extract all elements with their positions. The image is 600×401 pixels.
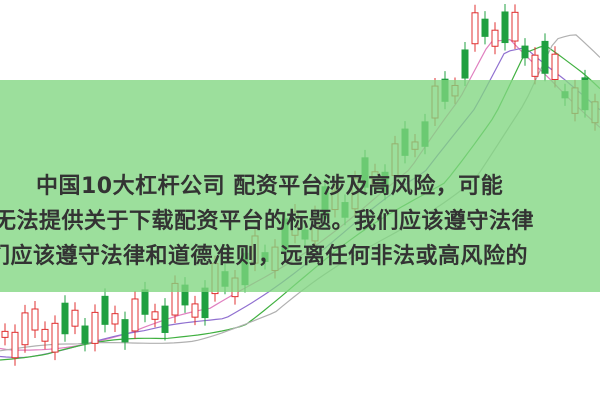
candle-body xyxy=(191,303,199,318)
candle-body xyxy=(101,295,109,325)
candle-body xyxy=(11,331,19,359)
candle-body xyxy=(141,289,149,315)
overlay-text: 无法提供关于下载配资平台的标题。我们应该遵守法律 xyxy=(0,209,535,234)
candle-body xyxy=(31,308,39,331)
candle-body xyxy=(551,53,559,80)
candle-body xyxy=(81,325,89,344)
candle-body xyxy=(61,302,69,335)
candle-body xyxy=(131,298,139,332)
candle-body xyxy=(91,311,99,344)
candle-body xyxy=(471,12,479,45)
overlay-text: 中国10大杠杆公司 配资平台涉及高风险，可能 xyxy=(36,174,504,199)
candle-body xyxy=(151,311,159,320)
candle-body xyxy=(201,287,209,319)
candle-body xyxy=(121,319,129,343)
candle-body xyxy=(21,312,29,346)
candle-body xyxy=(161,305,169,333)
candle-body xyxy=(461,49,469,79)
candle-body xyxy=(111,313,119,325)
candle-body xyxy=(71,309,79,327)
candle-body xyxy=(41,328,49,342)
candle-body xyxy=(541,40,549,74)
candle-body xyxy=(511,11,519,42)
overlay-band xyxy=(0,80,600,292)
candle-body xyxy=(491,29,499,47)
overlay-text: 们应该遵守法律和道德准则，远离任何非法或高风险的 xyxy=(0,244,529,269)
candle-body xyxy=(51,322,59,353)
candle-body xyxy=(501,11,509,44)
candle-body xyxy=(531,54,539,77)
candle-body xyxy=(481,18,489,37)
candle-body xyxy=(521,45,529,59)
candle-body xyxy=(1,330,9,338)
